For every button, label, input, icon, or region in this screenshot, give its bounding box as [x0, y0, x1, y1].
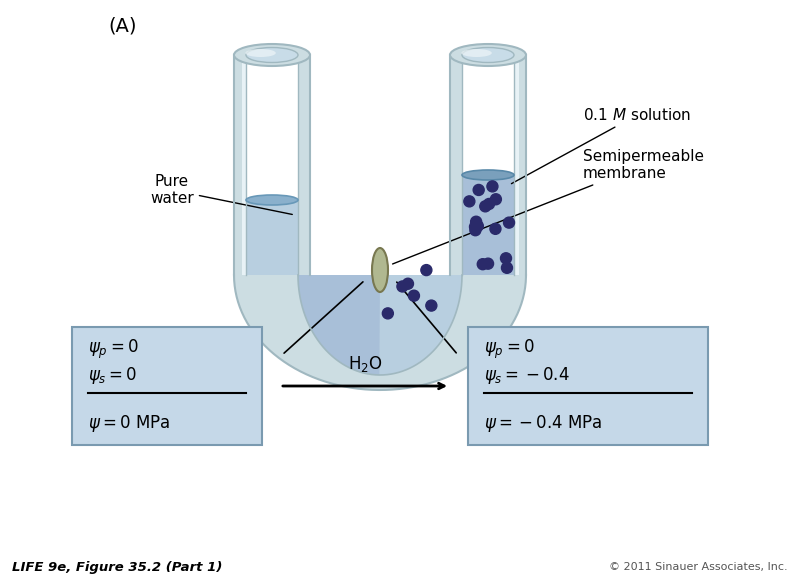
Circle shape [409, 290, 419, 301]
Polygon shape [298, 275, 462, 375]
Polygon shape [234, 275, 526, 390]
Text: © 2011 Sinauer Associates, Inc.: © 2011 Sinauer Associates, Inc. [610, 562, 788, 572]
Circle shape [464, 196, 475, 207]
Circle shape [490, 223, 501, 235]
Text: H$_2$O: H$_2$O [348, 354, 382, 374]
Ellipse shape [462, 47, 514, 63]
Text: 0.1 $\it{M}$ solution: 0.1 $\it{M}$ solution [511, 107, 691, 184]
Circle shape [501, 253, 511, 264]
Text: $\psi_s = -0.4$: $\psi_s = -0.4$ [484, 364, 570, 386]
Circle shape [470, 216, 482, 227]
Circle shape [480, 201, 490, 212]
Circle shape [421, 264, 432, 276]
Circle shape [502, 262, 513, 273]
Text: $\psi_p = 0$: $\psi_p = 0$ [484, 338, 534, 360]
Circle shape [470, 221, 481, 232]
Text: $\psi_p = 0$: $\psi_p = 0$ [88, 338, 138, 360]
Circle shape [473, 184, 484, 195]
Text: (A): (A) [108, 17, 137, 36]
FancyBboxPatch shape [468, 327, 708, 445]
Ellipse shape [234, 44, 310, 66]
FancyBboxPatch shape [72, 327, 262, 445]
Ellipse shape [462, 49, 492, 57]
Ellipse shape [246, 47, 298, 63]
Circle shape [472, 221, 483, 232]
Circle shape [397, 281, 408, 292]
Circle shape [382, 308, 394, 319]
Circle shape [483, 198, 494, 209]
Text: LIFE 9e, Figure 35.2 (Part 1): LIFE 9e, Figure 35.2 (Part 1) [12, 560, 222, 573]
Text: Semipermeable
membrane: Semipermeable membrane [393, 149, 704, 264]
Text: Pure
water: Pure water [150, 174, 292, 215]
Ellipse shape [246, 195, 298, 205]
Circle shape [478, 259, 488, 270]
Ellipse shape [372, 248, 388, 292]
Text: $\psi = 0\ \mathrm{MPa}$: $\psi = 0\ \mathrm{MPa}$ [88, 412, 170, 433]
Polygon shape [298, 275, 462, 375]
Circle shape [490, 194, 502, 205]
Ellipse shape [450, 44, 526, 66]
Circle shape [402, 278, 414, 289]
Circle shape [482, 258, 494, 269]
Ellipse shape [246, 49, 276, 57]
Circle shape [470, 225, 481, 236]
Text: $\psi_s = 0$: $\psi_s = 0$ [88, 364, 138, 386]
Circle shape [503, 217, 514, 228]
Text: $\psi = -0.4\ \mathrm{MPa}$: $\psi = -0.4\ \mathrm{MPa}$ [484, 412, 602, 433]
Ellipse shape [462, 170, 514, 180]
Circle shape [487, 181, 498, 192]
Circle shape [426, 300, 437, 311]
